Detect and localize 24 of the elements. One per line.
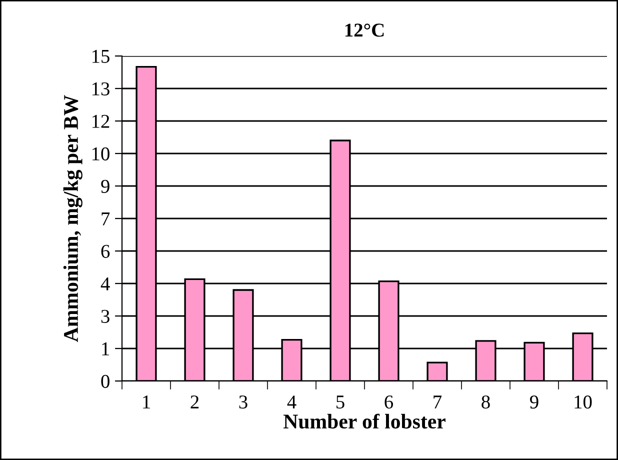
y-tick-label: 7 [102, 212, 110, 226]
x-tick-label: 3 [239, 396, 248, 409]
x-tick-label: 10 [574, 395, 592, 409]
x-tick-label: 6 [384, 396, 394, 409]
y-axis-title: Ammonium, mg/kg per BW [63, 95, 82, 342]
y-tick-label: 13 [92, 82, 110, 96]
x-axis-title: Number of lobster [283, 414, 446, 429]
y-tick-label: 12 [92, 114, 110, 128]
x-tick-label: 8 [482, 395, 490, 409]
x-tick-label: 9 [530, 396, 538, 409]
y-tick-label: 15 [92, 50, 110, 63]
x-tick-label: 2 [190, 396, 199, 408]
y-tick-label: 1 [102, 342, 110, 356]
x-tick-label: 5 [336, 396, 344, 409]
y-tick-label: 3 [101, 310, 110, 323]
y-tick-label: 4 [100, 277, 110, 290]
x-tick-label: 1 [143, 396, 150, 408]
x-tick-label: 7 [434, 396, 442, 408]
chart-title: 12°C [345, 24, 384, 37]
y-tick-label: 0 [101, 374, 110, 388]
x-tick-label: 4 [287, 396, 296, 408]
y-tick-label: 6 [101, 244, 110, 258]
y-tick-label: 10 [92, 147, 110, 160]
y-tick-label: 9 [101, 180, 110, 193]
